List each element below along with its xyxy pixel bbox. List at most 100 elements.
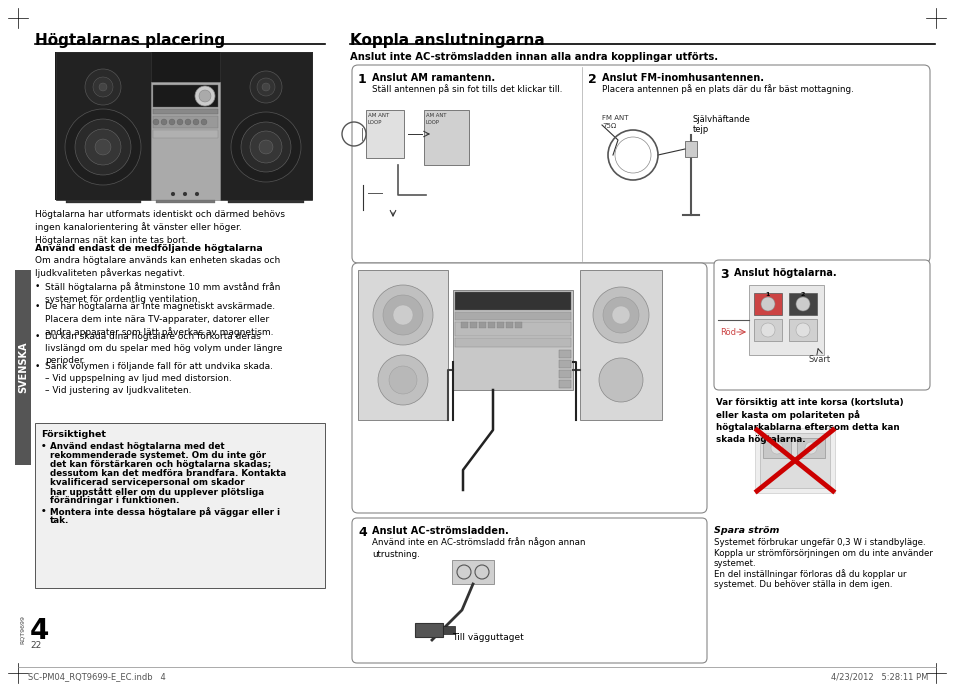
FancyBboxPatch shape bbox=[352, 518, 706, 663]
Text: Anslut högtalarna.: Anslut högtalarna. bbox=[733, 268, 836, 278]
Circle shape bbox=[760, 297, 774, 311]
Text: rekommenderade systemet. Om du inte gör: rekommenderade systemet. Om du inte gör bbox=[50, 451, 266, 460]
Text: systemet.: systemet. bbox=[713, 559, 756, 568]
Circle shape bbox=[770, 442, 782, 454]
Bar bbox=[423, 110, 469, 165]
Text: tejp: tejp bbox=[692, 125, 708, 134]
Text: Högtalarnas placering: Högtalarnas placering bbox=[35, 33, 225, 48]
Circle shape bbox=[231, 112, 301, 182]
Circle shape bbox=[250, 71, 282, 103]
Circle shape bbox=[612, 306, 629, 324]
Bar bbox=[15, 270, 30, 465]
Text: Spara ström: Spara ström bbox=[713, 526, 779, 535]
Bar bbox=[762, 438, 790, 458]
Text: Anslut inte AC-strömsladden innan alla andra kopplingar utförts.: Anslut inte AC-strömsladden innan alla a… bbox=[350, 52, 718, 62]
Circle shape bbox=[795, 323, 809, 337]
Text: kvalificerad servicepersonal om skador: kvalificerad servicepersonal om skador bbox=[50, 478, 244, 487]
Text: •: • bbox=[35, 332, 40, 341]
Circle shape bbox=[194, 192, 199, 196]
Text: RQT9699: RQT9699 bbox=[20, 615, 25, 644]
Circle shape bbox=[593, 287, 648, 343]
Text: Koppla anslutningarna: Koppla anslutningarna bbox=[350, 33, 544, 48]
Text: AM ANT: AM ANT bbox=[368, 113, 389, 118]
Bar bbox=[515, 322, 521, 328]
Bar bbox=[55, 52, 313, 200]
Text: 4/23/2012   5:28:11 PM: 4/23/2012 5:28:11 PM bbox=[830, 672, 927, 681]
Text: det kan förstärkaren och högtalarna skadas;: det kan förstärkaren och högtalarna skad… bbox=[50, 460, 271, 469]
Text: förändringar i funktionen.: förändringar i funktionen. bbox=[50, 496, 179, 505]
Bar bbox=[505, 322, 513, 328]
Bar bbox=[558, 370, 571, 378]
Circle shape bbox=[393, 305, 413, 325]
Circle shape bbox=[152, 119, 159, 125]
Bar bbox=[497, 322, 503, 328]
Text: Var försiktig att inte korsa (kortsluta)
eller kasta om polariteten på
högtalark: Var försiktig att inte korsa (kortsluta)… bbox=[716, 398, 902, 444]
Circle shape bbox=[241, 122, 291, 172]
Text: Anslut FM-inomhusantennen.: Anslut FM-inomhusantennen. bbox=[601, 73, 763, 83]
Bar bbox=[754, 428, 834, 493]
Circle shape bbox=[65, 109, 141, 185]
Text: FM ANT: FM ANT bbox=[601, 115, 628, 121]
Text: LOOP: LOOP bbox=[426, 120, 439, 125]
Bar bbox=[442, 626, 455, 634]
Text: Koppla ur strömförsörjningen om du inte använder: Koppla ur strömförsörjningen om du inte … bbox=[713, 549, 932, 558]
FancyBboxPatch shape bbox=[713, 260, 929, 390]
Bar bbox=[753, 293, 781, 315]
Text: Ställ antennen på sin fot tills det klickar till.: Ställ antennen på sin fot tills det klic… bbox=[372, 84, 561, 94]
Bar bbox=[452, 560, 494, 584]
Circle shape bbox=[85, 129, 121, 165]
Text: LOOP: LOOP bbox=[368, 120, 382, 125]
Text: 1: 1 bbox=[357, 73, 366, 86]
Bar bbox=[470, 322, 476, 328]
Circle shape bbox=[373, 285, 433, 345]
Text: Om andra högtalare används kan enheten skadas och
ljudkvaliteten påverkas negati: Om andra högtalare används kan enheten s… bbox=[35, 256, 280, 278]
Text: Du kan skada dina högtalare och förkorta deras
livslängd om du spelar med hög vo: Du kan skada dina högtalare och förkorta… bbox=[45, 332, 282, 366]
Bar bbox=[453, 290, 573, 390]
Bar bbox=[788, 293, 816, 315]
Bar bbox=[455, 312, 571, 320]
Text: En del inställningar förloras då du kopplar ur: En del inställningar förloras då du kopp… bbox=[713, 569, 905, 579]
Bar bbox=[748, 285, 823, 355]
Text: Röd: Röd bbox=[720, 328, 735, 337]
Text: Till vägguttaget: Till vägguttaget bbox=[452, 633, 523, 642]
Bar bbox=[478, 322, 485, 328]
Text: Systemet förbrukar ungefär 0,3 W i standbyläge.: Systemet förbrukar ungefär 0,3 W i stand… bbox=[713, 538, 924, 547]
Text: 75Ω: 75Ω bbox=[601, 123, 616, 129]
Bar bbox=[796, 438, 824, 458]
Circle shape bbox=[262, 83, 270, 91]
Text: Placera antennen på en plats där du får bäst mottagning.: Placera antennen på en plats där du får … bbox=[601, 84, 853, 94]
Text: 2: 2 bbox=[800, 292, 804, 297]
Circle shape bbox=[75, 119, 131, 175]
Circle shape bbox=[258, 140, 273, 154]
Circle shape bbox=[382, 295, 422, 335]
Bar bbox=[558, 380, 571, 388]
FancyBboxPatch shape bbox=[352, 263, 706, 513]
Circle shape bbox=[256, 78, 274, 96]
Text: SVENSKA: SVENSKA bbox=[18, 341, 28, 392]
Bar bbox=[788, 319, 816, 341]
Text: De här högtalarna är inte magnetiskt avskärmade.
Placera dem inte nära TV-appara: De här högtalarna är inte magnetiskt avs… bbox=[45, 303, 274, 337]
Circle shape bbox=[95, 139, 111, 155]
Bar bbox=[66, 200, 141, 203]
Circle shape bbox=[199, 90, 211, 102]
Text: •: • bbox=[35, 361, 40, 370]
Bar bbox=[488, 322, 495, 328]
Text: Montera inte dessa högtalare på väggar eller i: Montera inte dessa högtalare på väggar e… bbox=[50, 507, 280, 517]
Text: Använd endast de medföljande högtalarna: Använd endast de medföljande högtalarna bbox=[35, 244, 262, 253]
Bar bbox=[455, 292, 571, 310]
Circle shape bbox=[795, 297, 809, 311]
Circle shape bbox=[201, 119, 207, 125]
Bar bbox=[760, 433, 829, 488]
Text: Svart: Svart bbox=[808, 355, 830, 364]
Text: SC-PM04_RQT9699-E_EC.indb   4: SC-PM04_RQT9699-E_EC.indb 4 bbox=[28, 672, 166, 681]
Text: Högtalarna har utformats identiskt och därmed behövs
ingen kanalorientering åt v: Högtalarna har utformats identiskt och d… bbox=[35, 210, 285, 245]
Text: •: • bbox=[41, 442, 47, 451]
Text: 4: 4 bbox=[357, 526, 366, 539]
Text: Försiktighet: Försiktighet bbox=[41, 430, 106, 439]
Bar bbox=[152, 130, 218, 138]
Bar bbox=[357, 270, 448, 420]
Bar bbox=[753, 319, 781, 341]
Text: systemet. Du behöver ställa in dem igen.: systemet. Du behöver ställa in dem igen. bbox=[713, 580, 892, 589]
Bar bbox=[220, 52, 312, 200]
Text: Ställ högtalarna på åtminstone 10 mm avstånd från
systemet för ordentlig ventila: Ställ högtalarna på åtminstone 10 mm avs… bbox=[45, 282, 280, 304]
